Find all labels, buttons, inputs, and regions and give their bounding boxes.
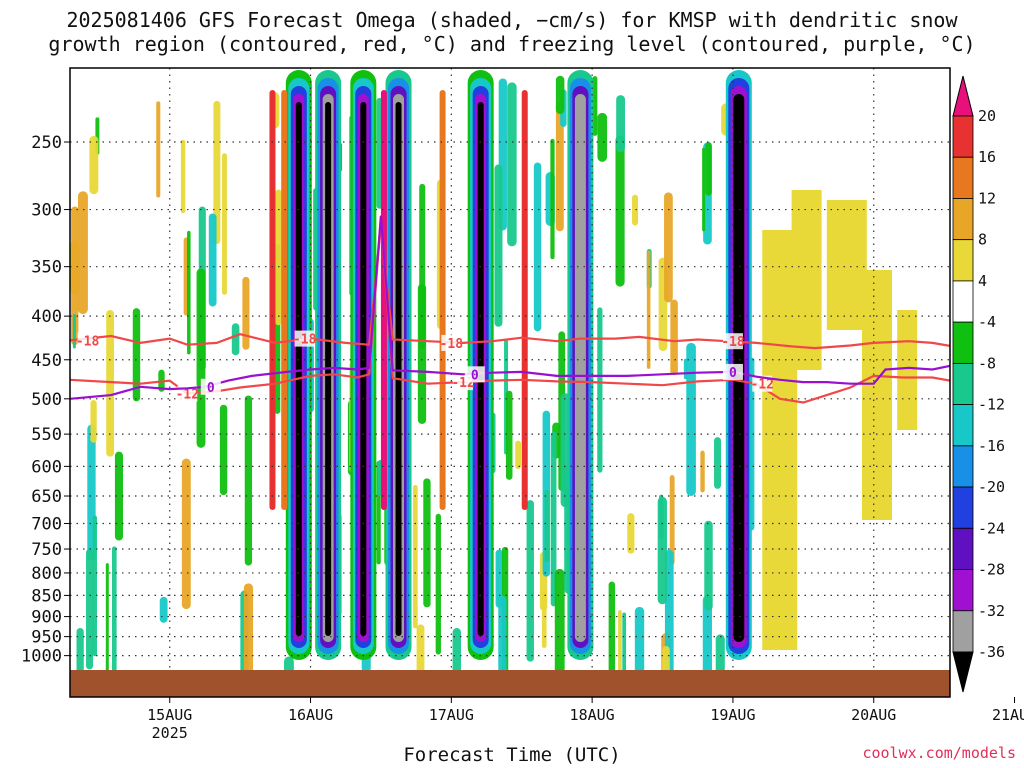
y-tick-label: 900 <box>31 608 62 628</box>
colorbar-bottom-arrow <box>952 651 974 693</box>
contour-line <box>70 226 950 350</box>
colorbar-box <box>952 115 974 158</box>
contour-label: -18 <box>997 343 1021 358</box>
colorbar-label: -16 <box>978 437 1005 455</box>
colorbar-box <box>952 280 974 323</box>
y-tick-label: 650 <box>31 487 62 507</box>
contour-label-bg <box>722 333 743 350</box>
contour-label: -18 <box>293 333 317 348</box>
y-tick-label: 700 <box>31 514 62 534</box>
y-tick-label: 600 <box>31 457 62 477</box>
contour-label: -18 <box>721 335 745 350</box>
contour-lines: -18-18-18-18-18-12-12-12-120000 <box>70 215 1024 404</box>
colorbar-box <box>952 445 974 488</box>
colorbar-label: -20 <box>978 478 1005 496</box>
x-tick-label: 17AUG <box>429 706 474 724</box>
contour-line <box>70 218 950 404</box>
colorbar-label: -12 <box>978 396 1005 414</box>
y-tick-label: 750 <box>31 540 62 560</box>
y-tick-label: 400 <box>31 307 62 327</box>
colorbar-box <box>952 198 974 241</box>
colorbar-label: -4 <box>978 313 996 331</box>
colorbar-label: -32 <box>978 602 1005 620</box>
contour-label: -18 <box>440 337 464 352</box>
x-axis-label: Forecast Time (UTC) <box>403 744 621 766</box>
colorbar-label: 8 <box>978 231 987 249</box>
colorbar-box <box>952 569 974 612</box>
x-tick-sublabel: 2025 <box>152 724 188 742</box>
contour-label-bg <box>722 363 743 380</box>
chart-title-line2: growth region (contoured, red, °C) and f… <box>48 32 976 56</box>
y-tick-label: 1000 <box>21 647 62 667</box>
contour-label-bg <box>200 378 221 395</box>
contour-label: 0 <box>207 381 215 396</box>
plot-frame <box>69 67 951 698</box>
y-tick-label: 950 <box>31 628 62 648</box>
colorbar-top-arrow <box>952 75 974 117</box>
colorbar-box <box>952 527 974 570</box>
contour-label: -18 <box>76 334 100 349</box>
y-tick-label: 450 <box>31 351 62 371</box>
y-axis: 2503003504004505005506006507007508008509… <box>21 133 70 667</box>
surface-ground-band <box>70 670 950 697</box>
contour-label-bg <box>77 332 98 349</box>
colorbar-box <box>952 610 974 653</box>
contour-label: -12 <box>751 378 774 393</box>
contour-label: -12 <box>176 388 199 403</box>
contour-label-bg <box>294 330 315 347</box>
contour-label: 0 <box>471 368 479 383</box>
colorbar-box <box>952 239 974 282</box>
colorbar-box <box>952 156 974 199</box>
colorbar: 20 16 12 8 4 -4 -8 -12 -16 -20 -24 -28 -32 -36 <box>952 75 1005 693</box>
colorbar-label: -24 <box>978 519 1005 537</box>
contour-line <box>70 215 950 400</box>
colorbar-box <box>952 404 974 447</box>
x-tick-label: 21AUG <box>992 706 1024 724</box>
x-tick-label: 15AUG <box>147 706 192 724</box>
colorbar-label: -8 <box>978 354 996 372</box>
y-tick-label: 300 <box>31 201 62 221</box>
contour-label-bg <box>464 366 485 383</box>
y-tick-label: 850 <box>31 586 62 606</box>
colorbar-label: 4 <box>978 272 987 290</box>
colorbar-box <box>952 486 974 529</box>
chart-title-line1: 2025081406 GFS Forecast Omega (shaded, −… <box>66 8 958 32</box>
credit-text: coolwx.com/models <box>862 744 1016 762</box>
contour-label-bg <box>441 334 462 351</box>
y-tick-label: 500 <box>31 390 62 410</box>
y-tick-label: 350 <box>31 258 62 278</box>
x-tick-label: 16AUG <box>288 706 333 724</box>
grid-lines <box>70 68 950 697</box>
x-tick-label: 20AUG <box>851 706 896 724</box>
x-tick-label: 19AUG <box>710 706 755 724</box>
colorbar-label: 20 <box>978 107 996 125</box>
colorbar-box <box>952 321 974 364</box>
colorbar-label: 16 <box>978 148 996 166</box>
colorbar-label: -28 <box>978 561 1005 579</box>
y-tick-label: 550 <box>31 425 62 445</box>
colorbar-label: -36 <box>978 643 1005 661</box>
contour-label-bg <box>1005 380 1024 396</box>
contour-label: -12 <box>1003 382 1024 397</box>
contour-label-bg <box>999 341 1019 357</box>
colorbar-label: 12 <box>978 189 996 207</box>
contour-label-bg <box>752 375 773 392</box>
y-tick-label: 800 <box>31 564 62 584</box>
contour-label: 0 <box>729 366 737 381</box>
y-tick-label: 250 <box>31 133 62 153</box>
colorbar-box <box>952 362 974 406</box>
x-tick-label: 18AUG <box>570 706 615 724</box>
omega-shading <box>70 70 918 697</box>
